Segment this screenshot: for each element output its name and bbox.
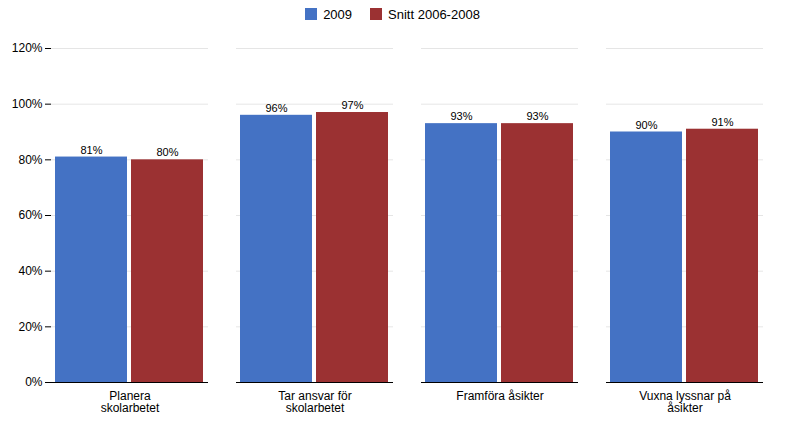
svg-text:Tar ansvar förskolarbetet: Tar ansvar förskolarbetet xyxy=(278,389,351,415)
svg-text:93%: 93% xyxy=(450,110,472,122)
svg-text:80%: 80% xyxy=(18,153,42,167)
svg-text:81%: 81% xyxy=(80,144,102,156)
svg-text:Framföra åsikter: Framföra åsikter xyxy=(456,389,543,403)
svg-text:93%: 93% xyxy=(526,110,548,122)
svg-text:20%: 20% xyxy=(18,320,42,334)
svg-text:40%: 40% xyxy=(18,264,42,278)
svg-text:96%: 96% xyxy=(265,102,287,114)
svg-text:97%: 97% xyxy=(341,99,363,111)
html-text:2009: 2009 xyxy=(323,6,353,22)
svg-text:0%: 0% xyxy=(25,375,43,389)
svg-text:91%: 91% xyxy=(711,116,733,128)
html-text:Snitt 2006-2008: Snitt 2006-2008 xyxy=(388,6,480,22)
svg-text:120%: 120% xyxy=(12,41,43,55)
svg-text:80%: 80% xyxy=(156,146,178,158)
svg-text:Vuxna lyssnar pååsikter: Vuxna lyssnar pååsikter xyxy=(639,389,731,415)
svg-text:60%: 60% xyxy=(18,208,42,222)
svg-text:90%: 90% xyxy=(635,119,657,131)
svg-text:Planeraskolarbetet: Planeraskolarbetet xyxy=(101,389,160,415)
svg-text:100%: 100% xyxy=(12,97,43,111)
